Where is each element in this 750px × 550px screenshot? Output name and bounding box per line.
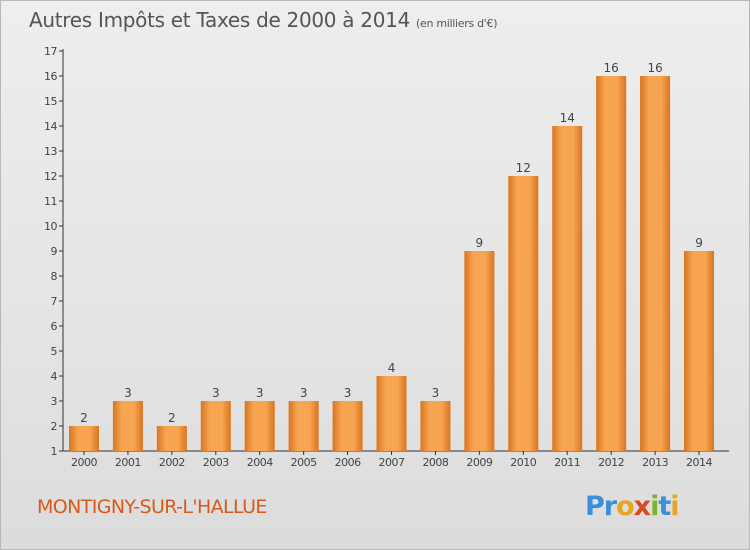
chart-subtitle: (en milliers d'€) xyxy=(416,17,498,30)
y-tick-label: 4 xyxy=(51,370,58,383)
bar xyxy=(420,401,451,451)
y-tick-label: 12 xyxy=(44,170,57,183)
bar-value-label: 3 xyxy=(124,386,132,400)
x-tick-label: 2011 xyxy=(554,456,580,469)
bar xyxy=(200,401,231,451)
x-tick-label: 2005 xyxy=(291,456,317,469)
bar-value-label: 16 xyxy=(604,61,619,75)
bar-value-label: 3 xyxy=(256,386,264,400)
city-name: MONTIGNY-SUR-L'HALLUE xyxy=(37,496,267,518)
bar-value-label: 3 xyxy=(212,386,220,400)
bar-value-label: 9 xyxy=(476,236,484,250)
y-tick-label: 3 xyxy=(51,395,58,408)
bar-value-label: 12 xyxy=(516,161,531,175)
x-tick-label: 2012 xyxy=(598,456,624,469)
bar xyxy=(112,401,143,451)
y-tick-label: 5 xyxy=(51,345,58,358)
y-tick-label: 7 xyxy=(51,295,58,308)
x-tick-label: 2009 xyxy=(466,456,492,469)
bar xyxy=(69,426,99,451)
chart-title: Autres Impôts et Taxes de 2000 à 2014 (en… xyxy=(29,8,497,32)
bar-value-label: 9 xyxy=(695,236,703,250)
x-tick-label: 2014 xyxy=(686,456,712,469)
bar xyxy=(376,376,407,451)
y-tick-label: 9 xyxy=(51,245,58,258)
bar xyxy=(552,126,583,451)
bar-value-label: 14 xyxy=(560,111,575,125)
x-tick-label: 2000 xyxy=(71,456,97,469)
y-tick-label: 11 xyxy=(44,195,57,208)
bar xyxy=(596,76,627,451)
y-tick-label: 10 xyxy=(44,220,57,233)
bar xyxy=(640,76,671,451)
x-tick-label: 2001 xyxy=(115,456,141,469)
bar-value-label: 16 xyxy=(647,61,662,75)
bar xyxy=(156,426,187,451)
proxiti-logo: Proxiti xyxy=(585,491,680,522)
bar xyxy=(684,251,715,451)
bar xyxy=(508,176,539,451)
bar xyxy=(332,401,363,451)
svg-text:Proxiti: Proxiti xyxy=(585,491,679,522)
y-tick-label: 13 xyxy=(44,145,57,158)
x-tick-label: 2010 xyxy=(510,456,536,469)
bar-value-label: 3 xyxy=(432,386,440,400)
y-tick-label: 6 xyxy=(51,320,58,333)
x-tick-label: 2004 xyxy=(247,456,273,469)
y-tick-label: 15 xyxy=(44,95,57,108)
chart-title-text: Autres Impôts et Taxes de 2000 à 2014 xyxy=(29,8,410,32)
x-tick-label: 2003 xyxy=(203,456,229,469)
x-tick-label: 2002 xyxy=(159,456,185,469)
y-tick-label: 8 xyxy=(51,270,58,283)
x-tick-label: 2006 xyxy=(335,456,361,469)
y-tick-label: 14 xyxy=(44,120,57,133)
bar-chart: 1234567891011121314151617220003200122002… xyxy=(44,45,729,469)
bar-value-label: 2 xyxy=(80,411,88,425)
x-tick-label: 2008 xyxy=(422,456,448,469)
y-tick-label: 1 xyxy=(51,445,58,458)
bar-value-label: 3 xyxy=(344,386,352,400)
x-tick-label: 2013 xyxy=(642,456,668,469)
y-tick-label: 16 xyxy=(44,70,57,83)
y-tick-label: 17 xyxy=(44,45,57,58)
bar xyxy=(288,401,319,451)
x-tick-label: 2007 xyxy=(379,456,405,469)
bar-value-label: 3 xyxy=(300,386,308,400)
y-tick-label: 2 xyxy=(51,420,58,433)
bar-value-label: 2 xyxy=(168,411,176,425)
bar-value-label: 4 xyxy=(388,361,396,375)
bar xyxy=(244,401,275,451)
bar xyxy=(464,251,495,451)
